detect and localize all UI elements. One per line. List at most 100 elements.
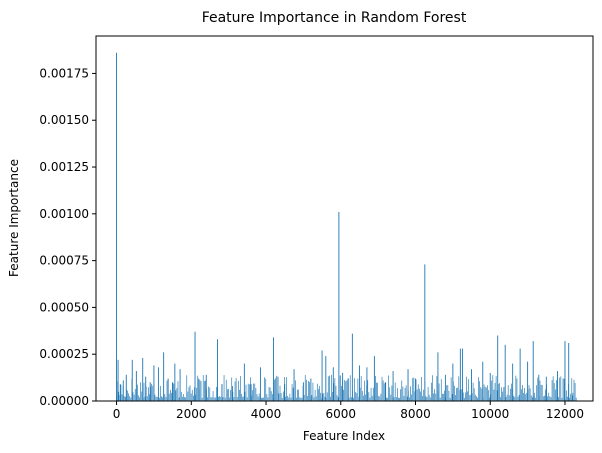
- background-bar: [309, 382, 310, 401]
- background-bar: [549, 396, 551, 401]
- background-bar: [358, 396, 360, 401]
- background-bar: [121, 394, 123, 401]
- background-bar: [316, 383, 318, 401]
- background-bar: [324, 397, 326, 401]
- background-bar: [432, 375, 433, 401]
- data-bar: [174, 363, 176, 401]
- background-bar: [412, 377, 414, 401]
- background-bar: [307, 395, 308, 401]
- background-bar: [388, 375, 389, 401]
- data-bar: [243, 363, 245, 401]
- background-bar: [559, 377, 561, 401]
- background-bar: [496, 390, 498, 401]
- background-bar: [522, 384, 523, 401]
- data-bar: [250, 384, 252, 401]
- background-bar: [195, 394, 196, 401]
- data-bar: [407, 369, 409, 401]
- data-bar: [259, 367, 261, 401]
- background-bar: [315, 396, 317, 401]
- background-bar: [414, 391, 416, 401]
- background-bar: [442, 393, 443, 401]
- background-bar: [391, 385, 393, 401]
- background-bar: [514, 396, 516, 401]
- background-bar: [454, 385, 455, 401]
- background-bar: [319, 385, 320, 401]
- background-bar: [282, 391, 284, 401]
- background-bar: [551, 380, 553, 401]
- data-bar: [338, 211, 340, 401]
- data-bar: [167, 378, 169, 401]
- background-bar: [457, 387, 459, 401]
- data-bar: [512, 363, 514, 401]
- background-bar: [162, 397, 163, 401]
- background-bar: [495, 376, 497, 401]
- background-bar: [268, 386, 270, 401]
- y-tick-label: 0.00050: [39, 300, 89, 314]
- background-bar: [429, 397, 431, 401]
- background-bar: [478, 377, 479, 401]
- background-bar: [127, 390, 128, 401]
- data-bar: [310, 378, 312, 401]
- background-bar: [201, 397, 203, 401]
- background-bar: [118, 391, 120, 401]
- data-bar: [437, 352, 439, 401]
- x-axis: 0 2000 4000 6000 8000 10000 12000: [113, 401, 584, 421]
- background-bar: [322, 393, 324, 401]
- background-bar: [569, 397, 570, 401]
- background-bar: [224, 397, 226, 401]
- data-bar: [504, 344, 506, 401]
- background-bar: [357, 378, 359, 401]
- background-bar: [565, 390, 567, 401]
- background-bar: [299, 397, 301, 401]
- background-bar: [394, 382, 396, 401]
- background-bar: [377, 382, 378, 401]
- data-bar: [194, 331, 196, 401]
- background-bar: [570, 393, 572, 401]
- background-bar: [183, 394, 184, 401]
- background-bar: [182, 396, 183, 401]
- background-bar: [545, 389, 546, 401]
- background-bar: [535, 397, 536, 401]
- background-bar: [500, 397, 501, 401]
- background-bar: [485, 387, 487, 401]
- background-bar: [140, 382, 142, 401]
- background-bar: [333, 383, 335, 401]
- data-bar: [163, 352, 165, 401]
- background-bar: [361, 390, 363, 401]
- background-bar: [410, 386, 411, 401]
- y-tick-label: 0.00175: [39, 66, 89, 80]
- background-bar: [422, 395, 423, 401]
- background-bar: [531, 397, 533, 401]
- background-bar: [443, 393, 444, 401]
- data-bar: [145, 376, 147, 401]
- background-bar: [243, 396, 245, 401]
- data-bar: [452, 363, 454, 401]
- background-bar: [340, 375, 341, 401]
- data-bar: [415, 378, 416, 401]
- background-bar: [404, 388, 406, 401]
- background-bar: [402, 386, 404, 401]
- background-bar: [540, 384, 542, 401]
- data-bar: [532, 341, 534, 401]
- background-bar: [180, 391, 182, 401]
- y-tick-label: 0.00100: [39, 207, 89, 221]
- background-bar: [481, 388, 483, 401]
- background-bar: [426, 397, 428, 401]
- background-bar: [184, 397, 185, 401]
- background-bar: [164, 394, 166, 401]
- background-bar: [193, 395, 194, 401]
- background-bar: [365, 394, 366, 401]
- background-bar: [290, 397, 292, 401]
- background-bar: [144, 396, 146, 401]
- background-bar: [326, 392, 328, 401]
- background-bar: [449, 397, 451, 401]
- data-bar: [116, 52, 117, 401]
- background-bar: [343, 389, 344, 401]
- background-bar: [513, 395, 514, 401]
- background-bar: [359, 387, 361, 401]
- background-bar: [278, 393, 280, 401]
- background-bar: [311, 395, 313, 401]
- background-bar: [558, 396, 559, 401]
- background-bar: [318, 389, 319, 401]
